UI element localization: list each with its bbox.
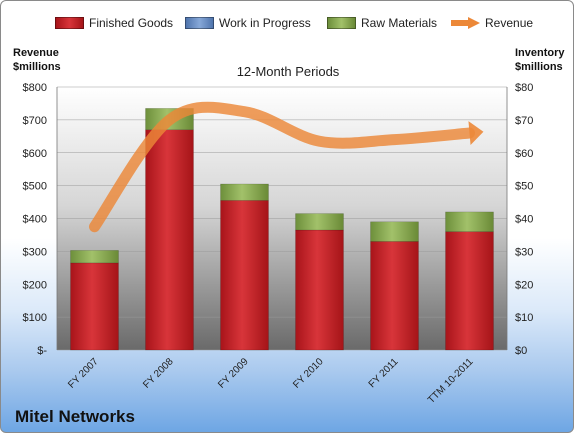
x-axis-ticks: FY 2007 FY 2008 FY 2009 FY 2010 FY 2011 TTM 1… (66, 356, 476, 406)
arrow-icon (451, 17, 480, 29)
bar-raw-materials (445, 211, 494, 232)
bar-raw-materials (370, 221, 419, 242)
left-tick-label: $400 (23, 214, 47, 226)
bar-finished-goods (295, 229, 344, 351)
legend-label: Revenue (485, 16, 534, 30)
left-axis-title-line2: $millions (13, 61, 61, 73)
left-tick-label: $800 (23, 82, 47, 94)
gridlines (56, 86, 508, 351)
bar-raw-materials (70, 250, 119, 264)
legend-item-work-in-progress: Work in Progress (185, 16, 311, 30)
legend-item-revenue: Revenue (450, 16, 533, 30)
right-tick-label: $20 (515, 279, 533, 291)
legend-swatch (55, 17, 84, 29)
bar-raw-materials (295, 213, 344, 231)
left-axis-title-line1: Revenue (13, 47, 59, 59)
revenue-line (89, 101, 484, 233)
right-tick-label: $60 (515, 148, 533, 160)
left-tick-label: $300 (23, 246, 47, 258)
left-tick-label: $100 (23, 312, 47, 324)
x-tick-label: FY 2010 (291, 356, 326, 391)
bar-raw-materials (220, 183, 269, 201)
legend-label: Work in Progress (219, 16, 311, 30)
right-tick-label: $50 (515, 181, 533, 193)
right-axis-title: Inventory $millions (515, 46, 565, 74)
left-tick-label: $- (37, 345, 47, 357)
legend-swatch (327, 17, 356, 29)
right-tick-label: $30 (515, 246, 533, 258)
x-tick-label: TTM 10-2011 (426, 356, 476, 406)
legend-item-finished-goods: Finished Goods (55, 16, 173, 30)
left-tick-label: $200 (23, 279, 47, 291)
right-tick-label: $10 (515, 312, 533, 324)
left-axis-title: Revenue $millions (13, 46, 61, 74)
right-axis-title-line1: Inventory (515, 47, 565, 59)
left-axis-ticks: $- $100 $200 $300 $400 $500 $600 $700 $800 (23, 82, 48, 357)
x-tick-label: FY 2009 (216, 356, 251, 391)
bar-finished-goods (70, 262, 119, 351)
legend-item-raw-materials: Raw Materials (327, 16, 437, 30)
right-tick-label: $80 (515, 82, 533, 94)
company-name: Mitel Networks (15, 407, 135, 426)
bar-finished-goods (445, 231, 494, 351)
x-tick-label: FY 2011 (367, 356, 401, 390)
left-tick-label: $700 (23, 115, 47, 127)
right-axis-title-line2: $millions (515, 61, 563, 73)
right-axis-ticks: $0 $10 $20 $30 $40 $50 $60 $70 $80 (515, 82, 533, 357)
chart-subtitle: 12-Month Periods (236, 64, 340, 79)
legend-label: Finished Goods (89, 16, 174, 30)
bars (70, 108, 494, 351)
right-tick-label: $70 (515, 115, 533, 127)
legend: Finished Goods Work in Progress Raw Mate… (1, 16, 573, 34)
left-tick-label: $600 (23, 148, 47, 160)
bar-finished-goods (145, 129, 194, 351)
right-tick-label: $0 (515, 345, 527, 357)
x-tick-label: FY 2007 (66, 356, 101, 391)
legend-label: Raw Materials (361, 16, 438, 30)
left-tick-label: $500 (23, 181, 47, 193)
right-tick-label: $40 (515, 214, 533, 226)
bar-finished-goods (370, 241, 419, 351)
x-tick-label: FY 2008 (141, 356, 176, 391)
revenue-arrowhead (468, 121, 484, 145)
revenue-line-path (89, 101, 475, 233)
bar-finished-goods (220, 200, 269, 351)
legend-swatch (185, 17, 214, 29)
